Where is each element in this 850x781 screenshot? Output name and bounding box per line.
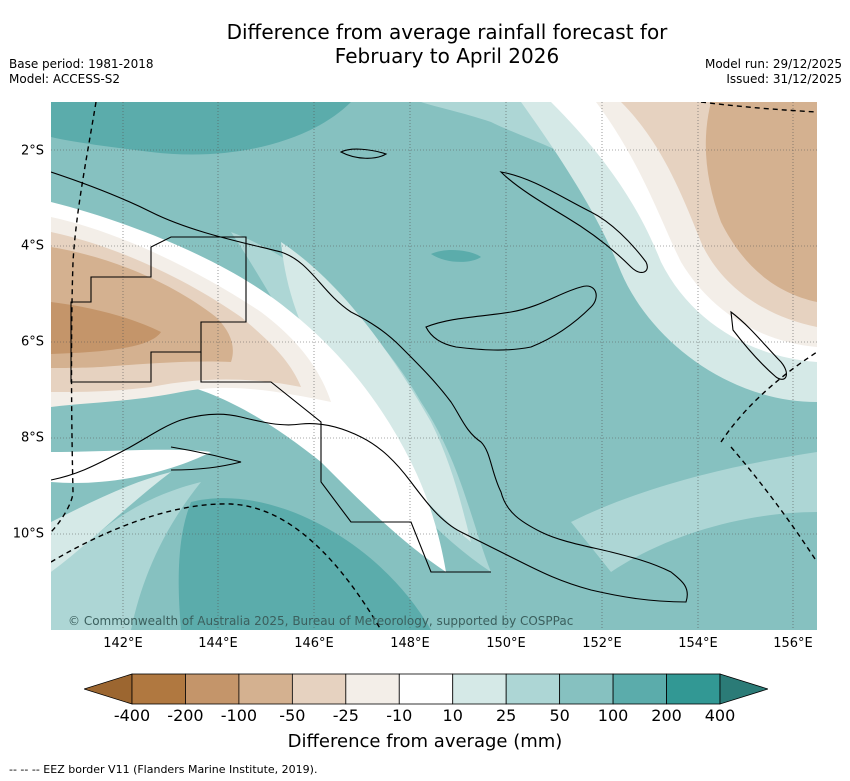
province-borders: [70, 236, 247, 383]
colorbar-tick-label: 50: [549, 706, 570, 725]
colorbar-swatch: [398, 673, 454, 705]
colorbar-tick-label: 400: [704, 706, 736, 725]
colorbar-tick-label: -10: [386, 706, 413, 725]
eez-east: [720, 351, 817, 443]
x-tick-148: 148°E: [390, 636, 430, 651]
colorbar-swatch: [238, 673, 293, 705]
copyright-notice: © Commonwealth of Australia 2025, Bureau…: [68, 614, 574, 628]
y-tick-8s: 8°S: [20, 430, 44, 446]
neutral-band-southwest: [51, 449, 211, 483]
meta-left: Base period: 1981-2018 Model: ACCESS-S2: [9, 57, 154, 87]
eez-south: [51, 503, 382, 630]
manus-coast: [339, 148, 388, 159]
colorbar-arrow-high: [719, 673, 770, 705]
colorbar-tick-label: -25: [332, 706, 359, 725]
title-line-1: Difference from average rainfall forecas…: [226, 20, 668, 44]
colorbar-tick-label: -400: [113, 706, 151, 725]
x-tick-142: 142°E: [103, 636, 143, 651]
colorbar-tick-label: -50: [279, 706, 306, 725]
colorbar-swatch: [612, 673, 667, 705]
x-tick-146: 146°E: [294, 636, 334, 651]
y-tick-10s: 10°S: [12, 526, 44, 542]
colorbar-swatch: [291, 673, 347, 705]
colorbar-legend: [82, 672, 770, 706]
meta-right: Model run: 29/12/2025 Issued: 31/12/2025: [705, 57, 842, 87]
contour-100-nw: [51, 102, 351, 155]
gulf-coast: [170, 446, 242, 471]
x-tick-144: 144°E: [198, 636, 238, 651]
province-borders-2: [200, 352, 491, 573]
x-tick-156: 156°E: [773, 636, 813, 651]
y-tick-6s: 6°S: [20, 334, 44, 350]
new-guinea-coast: [51, 171, 688, 603]
colorbar-swatch: [185, 673, 240, 705]
eez-footnote: -- -- -- EEZ border V11 (Flanders Marine…: [9, 763, 318, 776]
x-tick-154: 154°E: [678, 636, 718, 651]
y-tick-4s: 4°S: [20, 238, 44, 254]
colorbar-tick-label: 200: [651, 706, 682, 725]
title-line-2: February to April 2026: [334, 44, 560, 68]
colorbar: [82, 673, 770, 705]
colorbar-swatch: [131, 673, 186, 705]
bougainville-coast: [730, 310, 787, 380]
map-canvas: [51, 102, 817, 630]
colorbar-swatch: [452, 673, 507, 705]
colorbar-tick-label: 100: [597, 706, 629, 725]
new-ireland-coast: [499, 171, 648, 273]
base-period: Base period: 1981-2018: [9, 57, 154, 71]
issued-date: Issued: 31/12/2025: [726, 72, 842, 86]
model-run-date: Model run: 29/12/2025: [704, 57, 842, 71]
contour-minus100-west: [51, 302, 161, 354]
contour-25-central: [281, 242, 471, 542]
eez-borders: [51, 102, 817, 630]
colorbar-swatch: [559, 673, 614, 705]
contour-minus50-ne: [705, 102, 817, 302]
contour-100-spot: [431, 250, 481, 262]
model-name: Model: ACCESS-S2: [9, 72, 121, 86]
rainfall-map: [51, 102, 817, 630]
legend-title: Difference from average (mm): [287, 731, 563, 752]
eez-west: [51, 102, 97, 533]
graticule: [51, 102, 817, 630]
colorbar-swatch: [345, 673, 400, 705]
eez-east-lower: [730, 446, 817, 563]
new-britain-coast: [425, 285, 597, 351]
colorbar-tick-label: 25: [495, 706, 517, 725]
y-tick-2s: 2°S: [20, 143, 44, 159]
x-tick-150: 150°E: [486, 636, 526, 651]
map-title: Difference from average rainfall forecas…: [0, 20, 850, 68]
colorbar-swatch: [666, 673, 721, 705]
contour-50-sw: [51, 482, 201, 630]
colorbar-tick-label: -200: [167, 706, 204, 725]
contour-100-south: [178, 498, 431, 630]
colorbar-tick-label: -100: [220, 706, 258, 725]
x-tick-152: 152°E: [582, 636, 622, 651]
colorbar-arrow-low: [82, 673, 133, 705]
colorbar-tick-label: 10: [442, 706, 463, 725]
contour-50-east: [571, 452, 817, 572]
contour-25-sw: [51, 472, 171, 572]
coastlines: [51, 148, 787, 603]
eez-ne: [700, 102, 817, 113]
colorbar-swatch: [505, 673, 561, 705]
